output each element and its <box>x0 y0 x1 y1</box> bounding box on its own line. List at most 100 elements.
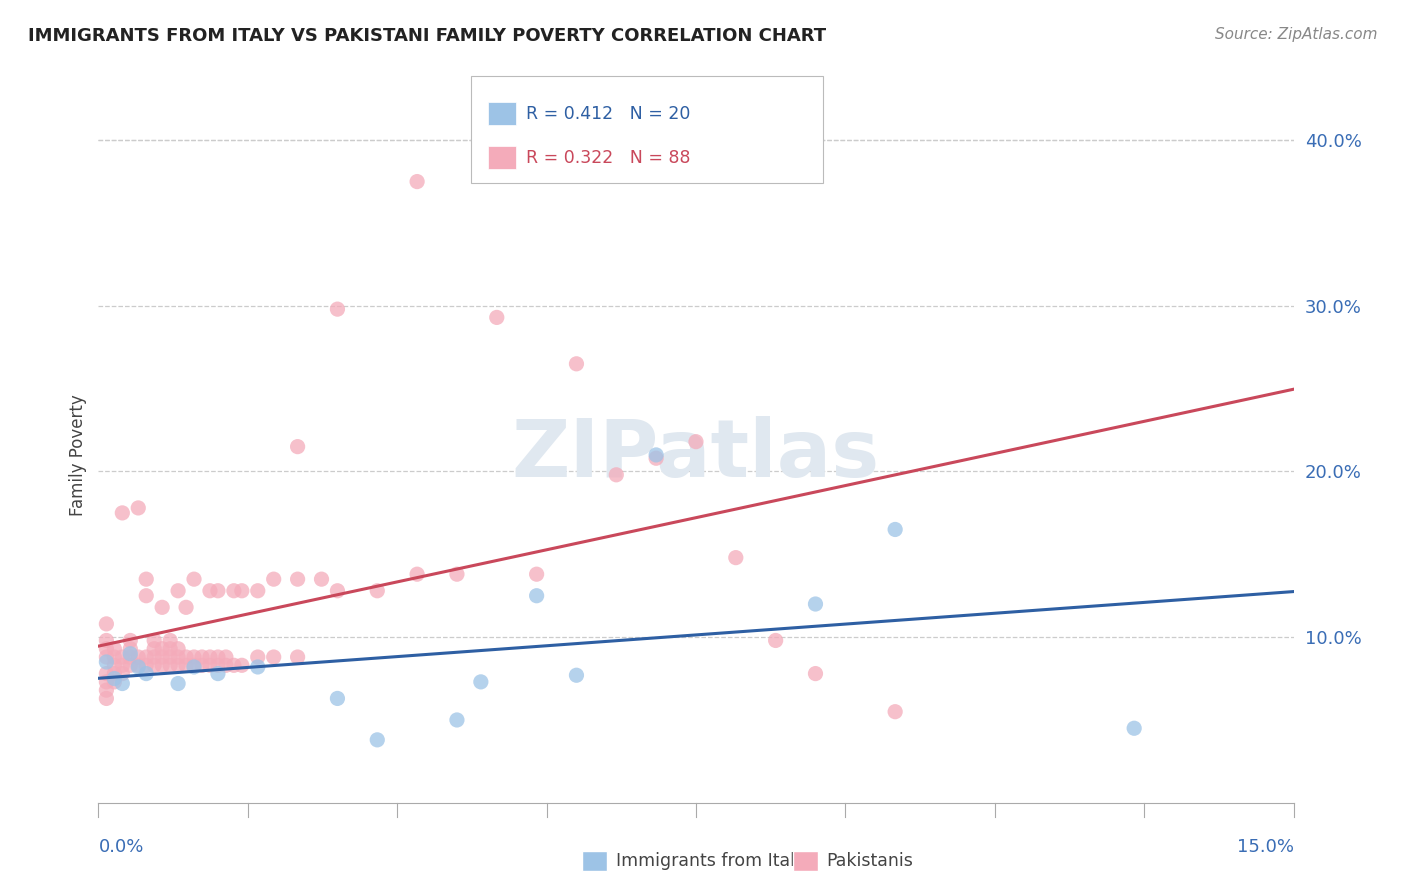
Point <box>645 448 668 462</box>
Point <box>96 691 118 706</box>
Text: 15.0%: 15.0% <box>1236 838 1294 856</box>
Point <box>96 683 118 698</box>
Point <box>150 641 173 656</box>
Point <box>103 658 125 673</box>
Point <box>111 658 134 673</box>
Point <box>150 658 173 673</box>
Point <box>311 572 333 586</box>
Point <box>159 650 181 665</box>
Point <box>127 650 149 665</box>
Point <box>470 674 492 689</box>
Point <box>884 523 907 537</box>
Point <box>120 650 142 665</box>
Point <box>183 650 205 665</box>
Point <box>645 451 668 466</box>
Point <box>406 567 429 582</box>
Point <box>143 650 166 665</box>
Point <box>765 633 787 648</box>
Point <box>287 572 309 586</box>
Point <box>96 655 118 669</box>
Point <box>215 650 238 665</box>
Point <box>183 572 205 586</box>
Point <box>406 175 429 189</box>
Point <box>207 666 229 681</box>
Text: ZIPatlas: ZIPatlas <box>512 416 880 494</box>
Point <box>231 658 253 673</box>
Point <box>150 650 173 665</box>
Point <box>167 658 190 673</box>
Point <box>565 357 588 371</box>
Point <box>207 658 229 673</box>
Point <box>326 583 349 598</box>
Point <box>1123 721 1146 735</box>
Point <box>246 660 269 674</box>
Point <box>174 650 197 665</box>
Point <box>207 583 229 598</box>
Text: R = 0.412   N = 20: R = 0.412 N = 20 <box>526 104 690 123</box>
Point <box>215 658 238 673</box>
Point <box>526 589 548 603</box>
Point <box>127 500 149 515</box>
Point <box>446 567 468 582</box>
Point <box>135 650 157 665</box>
Text: IMMIGRANTS FROM ITALY VS PAKISTANI FAMILY POVERTY CORRELATION CHART: IMMIGRANTS FROM ITALY VS PAKISTANI FAMIL… <box>28 27 827 45</box>
Point <box>326 691 349 706</box>
Point <box>287 650 309 665</box>
Point <box>326 302 349 317</box>
Point <box>263 572 285 586</box>
Point <box>103 650 125 665</box>
Point <box>366 583 388 598</box>
Point <box>605 467 627 482</box>
Point <box>120 647 142 661</box>
Point <box>167 583 190 598</box>
Point <box>183 658 205 673</box>
Point <box>111 506 134 520</box>
Point <box>804 666 827 681</box>
Point <box>143 633 166 648</box>
Text: Pakistanis: Pakistanis <box>827 852 914 870</box>
Point <box>159 633 181 648</box>
Point <box>127 660 149 674</box>
Point <box>198 583 221 598</box>
Text: R = 0.322   N = 88: R = 0.322 N = 88 <box>526 149 690 167</box>
Point <box>111 676 134 690</box>
Point <box>485 310 508 325</box>
Point <box>159 641 181 656</box>
Point <box>103 674 125 689</box>
Point <box>246 650 269 665</box>
Point <box>150 600 173 615</box>
Point <box>96 641 118 656</box>
Point <box>565 668 588 682</box>
Point <box>526 567 548 582</box>
Point <box>120 641 142 656</box>
Point <box>127 658 149 673</box>
Point <box>135 589 157 603</box>
Point <box>685 434 707 449</box>
Point <box>198 658 221 673</box>
Point <box>159 658 181 673</box>
Point <box>884 705 907 719</box>
Point <box>103 672 125 686</box>
Point <box>96 616 118 631</box>
Point <box>167 650 190 665</box>
Y-axis label: Family Poverty: Family Poverty <box>69 394 87 516</box>
Point <box>135 572 157 586</box>
Point <box>167 641 190 656</box>
Point <box>183 660 205 674</box>
Point <box>120 658 142 673</box>
Point <box>96 633 118 648</box>
Point <box>96 674 118 689</box>
Point <box>103 666 125 681</box>
Point <box>143 658 166 673</box>
Point <box>724 550 747 565</box>
Point <box>120 633 142 648</box>
Text: Immigrants from Italy: Immigrants from Italy <box>616 852 806 870</box>
Point <box>366 732 388 747</box>
Point <box>143 641 166 656</box>
Point <box>103 641 125 656</box>
Point <box>111 650 134 665</box>
Point <box>287 440 309 454</box>
Point <box>263 650 285 665</box>
Point <box>198 650 221 665</box>
Point <box>96 650 118 665</box>
